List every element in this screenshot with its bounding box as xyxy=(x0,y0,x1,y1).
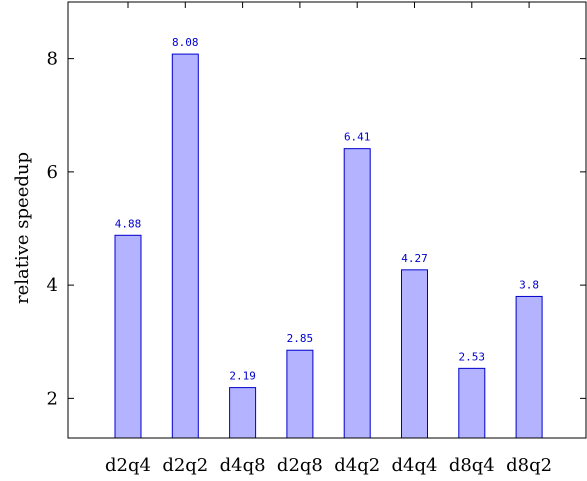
x-tick-label-d2q4: d2q4 xyxy=(105,455,151,476)
data-label-d8q2: 3.8 xyxy=(519,278,539,291)
x-tick-label-d8q2: d8q2 xyxy=(506,455,552,476)
x-tick-label-d2q8: d2q8 xyxy=(277,455,323,476)
data-label-d4q8: 2.19 xyxy=(229,370,256,383)
plot-frame xyxy=(67,1,587,439)
data-label-d2q2: 8.08 xyxy=(172,36,199,49)
bar-d4q2 xyxy=(343,148,371,439)
y-axis-ticks-group: 2 4 6 8 xyxy=(47,49,586,409)
x-tick-label-d4q2: d4q2 xyxy=(334,455,380,476)
x-tick-labels-group: d2q4 d2q2 d4q8 d2q8 d4q2 d4q4 d8q4 d8q2 xyxy=(105,2,552,476)
data-label-d2q4: 4.88 xyxy=(115,217,142,230)
bar-d2q8 xyxy=(286,349,314,439)
bar-d4q8 xyxy=(229,387,257,439)
y-tick-label-8: 8 xyxy=(47,49,58,70)
y-axis-label: relative speedup xyxy=(12,152,33,304)
data-label-d4q2: 6.41 xyxy=(344,131,371,144)
bar-d2q4 xyxy=(114,234,142,439)
data-label-d2q8: 2.85 xyxy=(287,332,314,345)
bars-group xyxy=(114,53,543,439)
bar-d2q2 xyxy=(171,53,199,439)
y-tick-label-4: 4 xyxy=(47,275,58,296)
data-label-d4q4: 4.27 xyxy=(401,252,428,265)
x-tick-label-d8q4: d8q4 xyxy=(449,455,495,476)
x-tick-label-d2q2: d2q2 xyxy=(162,455,208,476)
data-label-d8q4: 2.53 xyxy=(459,350,486,363)
value-labels-group: 4.88 8.08 2.19 2.85 6.41 4.27 2.53 3.8 xyxy=(115,36,539,383)
y-tick-label-6: 6 xyxy=(47,162,58,183)
x-tick-label-d4q4: d4q4 xyxy=(392,455,438,476)
x-tick-label-d4q8: d4q8 xyxy=(220,455,266,476)
bar-d4q4 xyxy=(401,269,428,439)
bar-d8q4 xyxy=(458,367,486,439)
y-tick-label-2: 2 xyxy=(47,388,58,409)
bar-d8q2 xyxy=(515,295,543,439)
